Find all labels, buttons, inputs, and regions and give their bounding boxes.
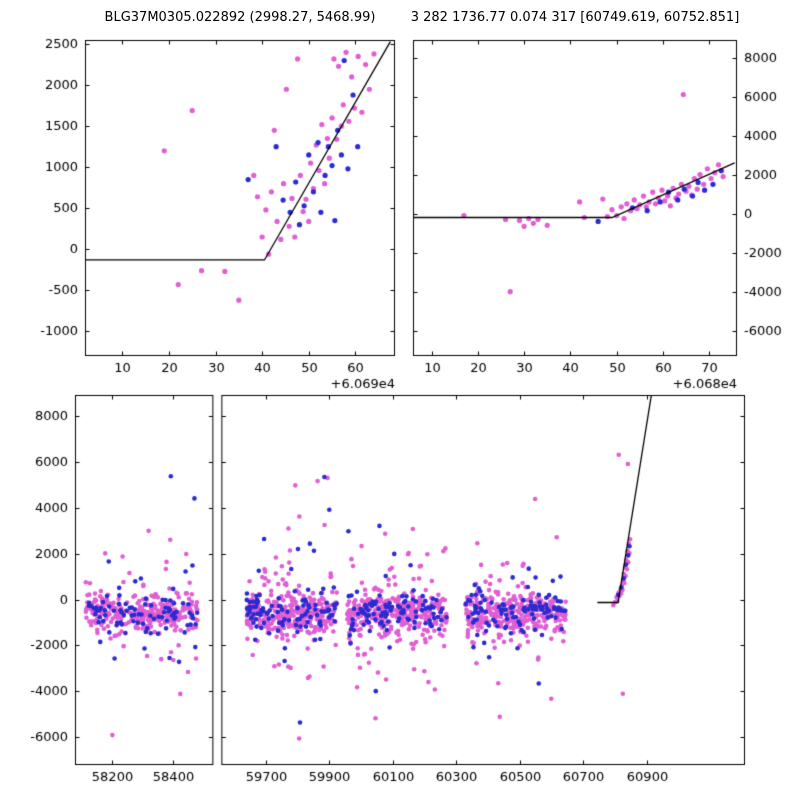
left-plot-title: BLG37M0305.022892 (2998.27, 5468.99) [104, 10, 376, 25]
right-plot-title: 3 282 1736.77 0.074 317 [60749.619, 6075… [410, 10, 740, 25]
